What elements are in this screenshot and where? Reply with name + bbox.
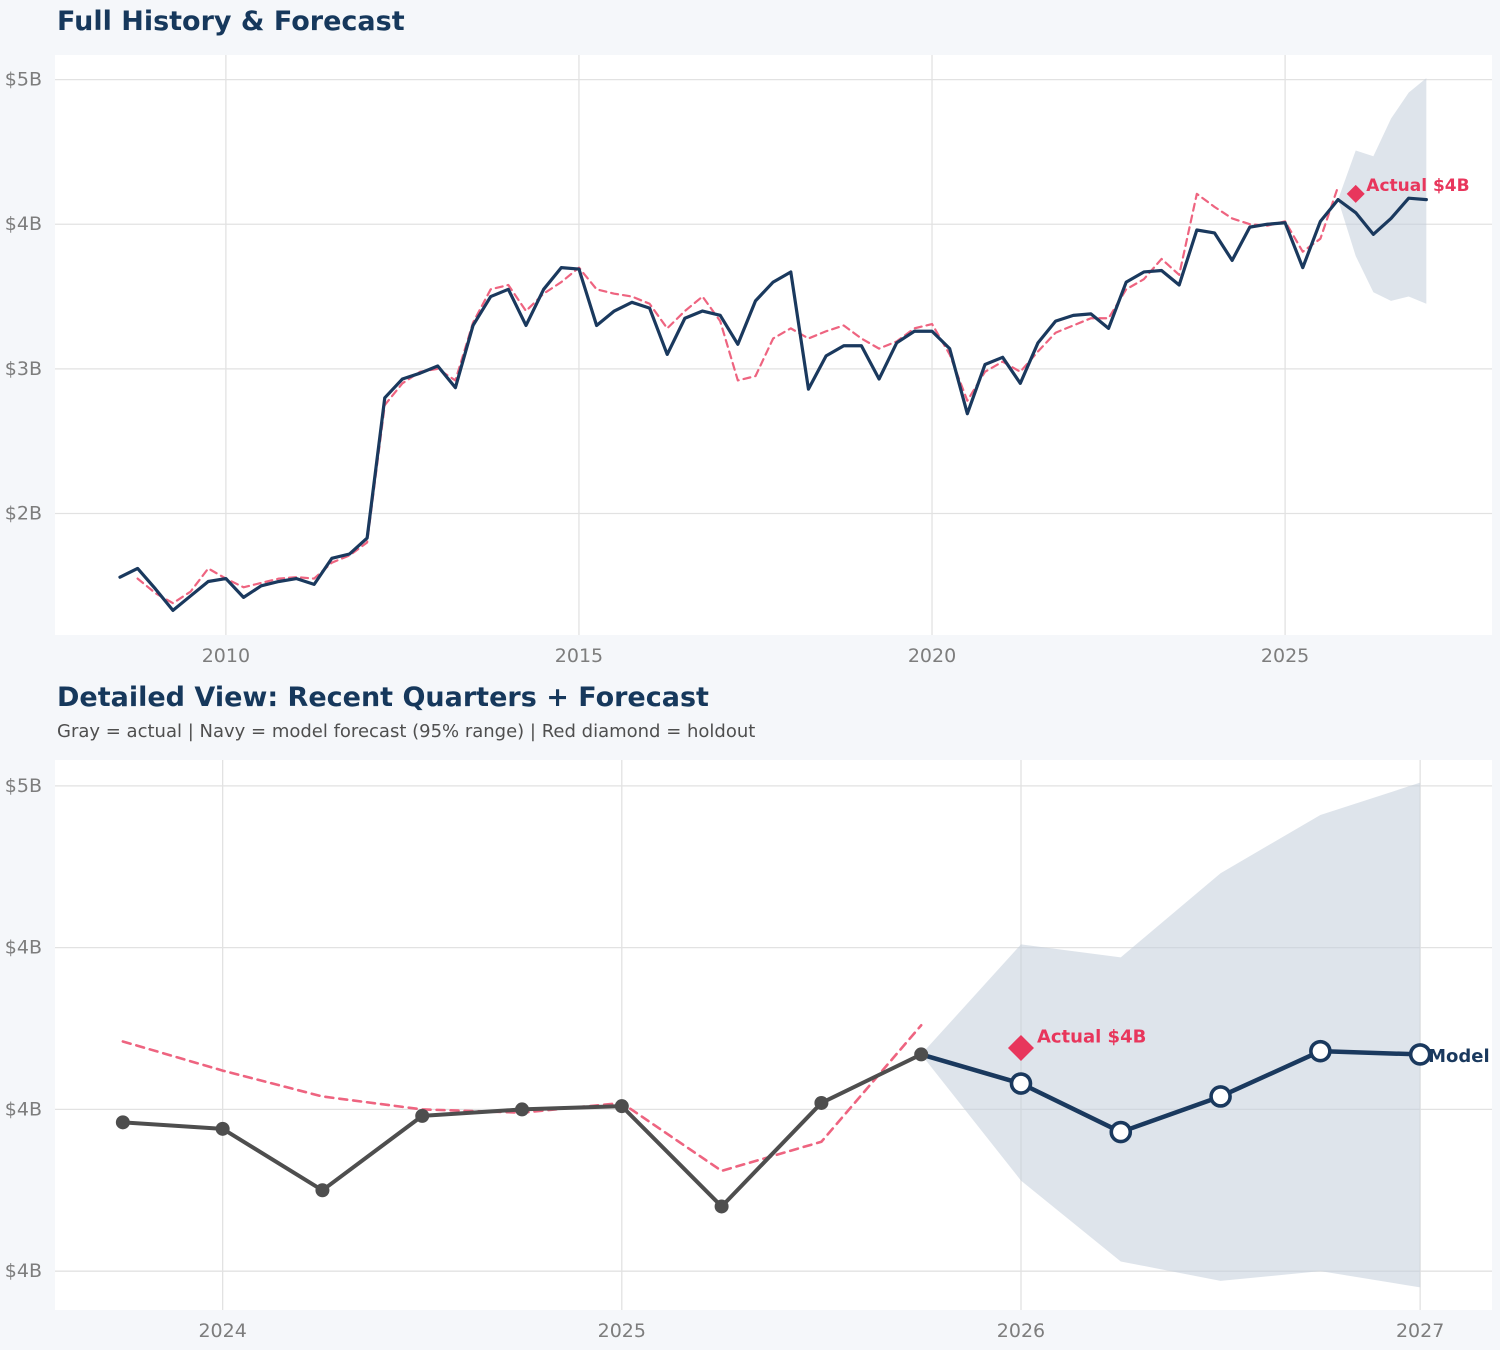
- y-tick-label: $5B: [5, 69, 42, 91]
- y-tick-label: $4B: [5, 1260, 42, 1282]
- detailed-view-model-forecast-line: [918, 1048, 1423, 1135]
- x-tick-label: 2015: [555, 645, 603, 667]
- bottom-chart-title: Detailed View: Recent Quarters + Forecas…: [57, 682, 709, 713]
- holdout-label: Actual $4B: [1037, 1027, 1146, 1048]
- y-tick-label: $5B: [5, 775, 42, 797]
- actual-quarters-point-marker: [914, 1047, 929, 1062]
- actual-quarters-point-marker: [714, 1199, 729, 1214]
- bottom-chart-subtitle: Gray = actual | Navy = model forecast (9…: [57, 721, 756, 742]
- actual-quarters-point-marker: [115, 1115, 130, 1130]
- y-tick-label: $3B: [5, 358, 42, 380]
- x-tick-label: 2020: [908, 645, 956, 667]
- x-tick-label: 2027: [1396, 1320, 1444, 1342]
- full-history-actual-history-line: [118, 198, 1340, 613]
- y-tick-label: $4B: [5, 937, 42, 959]
- y-tick-label: $4B: [5, 1098, 42, 1120]
- top-chart-title: Full History & Forecast: [57, 6, 405, 37]
- actual-quarters-point-marker: [515, 1102, 530, 1117]
- actual-quarters-point-marker: [614, 1099, 629, 1114]
- x-tick-label: 2025: [1261, 645, 1309, 667]
- y-tick-label: $4B: [5, 213, 42, 235]
- model-forecast-point-marker: [1109, 1120, 1133, 1144]
- x-tick-label: 2026: [997, 1320, 1045, 1342]
- x-tick-label: 2024: [198, 1320, 246, 1342]
- x-tick-label: 2010: [202, 645, 250, 667]
- detailed-view-forecast-95-range: [921, 782, 1421, 1288]
- actual-quarters-point-marker: [215, 1121, 230, 1136]
- actual-quarters-point-marker: [415, 1108, 430, 1123]
- model-forecast-point-marker: [1408, 1043, 1432, 1066]
- full-history-model-forecast-line: [1336, 196, 1428, 236]
- model-forecast-point-marker: [1209, 1085, 1232, 1108]
- holdout-label: Actual $4B: [1366, 176, 1469, 196]
- model-forecast-point-marker: [1009, 1072, 1033, 1095]
- holdout-diamond: [1346, 184, 1365, 203]
- actual-quarters-point-marker: [814, 1095, 829, 1110]
- full-history-plot-area: [55, 55, 1492, 635]
- full-history-fitted-in-sample-line: [136, 185, 1340, 605]
- x-tick-label: 2025: [598, 1320, 646, 1342]
- model-forecast-point-marker: [1309, 1039, 1332, 1063]
- model-line-label: Model: [1428, 1046, 1490, 1067]
- holdout-diamond: [1007, 1034, 1034, 1061]
- actual-quarters-point-marker: [315, 1183, 330, 1198]
- full-history-forecast-95-range: [1338, 78, 1427, 304]
- y-tick-label: $2B: [5, 503, 42, 525]
